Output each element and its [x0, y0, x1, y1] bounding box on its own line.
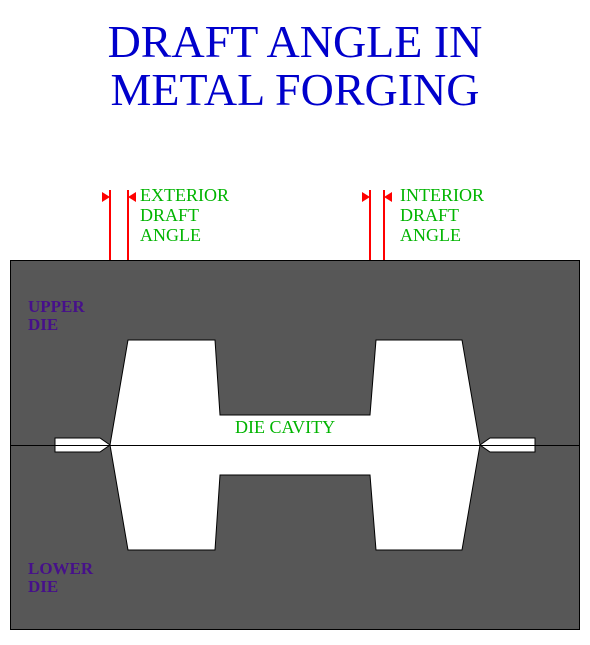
- page-title: DRAFT ANGLE IN METAL FORGING: [0, 0, 590, 115]
- lower-die-label: LOWER DIE: [28, 560, 93, 596]
- upper-die-label: UPPER DIE: [28, 298, 85, 334]
- forging-diagram: UPPER DIE LOWER DIE DIE CAVITY: [10, 260, 580, 630]
- die-cavity-label: DIE CAVITY: [235, 418, 335, 438]
- parting-line: [10, 445, 580, 446]
